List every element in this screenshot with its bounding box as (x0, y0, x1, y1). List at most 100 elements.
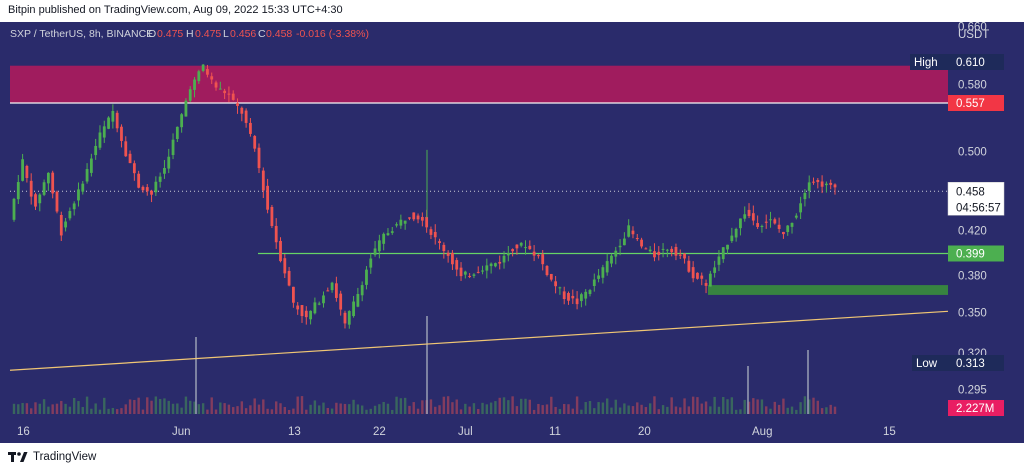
volume-spike-bar (426, 316, 428, 414)
candle-up (592, 279, 596, 287)
volume-bar (756, 399, 759, 414)
candle-down (420, 216, 424, 221)
candle-down (756, 223, 760, 227)
volume-bar (558, 409, 562, 414)
candle-up (760, 225, 764, 227)
candle-up (42, 182, 46, 195)
candle-down (283, 258, 287, 274)
bar-countdown: 04:56:57 (956, 202, 1001, 214)
candle-down (141, 186, 145, 191)
volume-bar (502, 397, 506, 414)
candle-up (726, 244, 729, 250)
candle-down (704, 283, 708, 286)
candle-down (683, 253, 686, 259)
candle-down (511, 249, 515, 252)
candle-down (214, 82, 218, 88)
volume-bar (700, 403, 703, 414)
candle-down (408, 217, 411, 219)
candle-up (347, 311, 351, 325)
candle-down (279, 240, 282, 262)
volume-bar (627, 405, 630, 414)
volume-bar (77, 401, 80, 414)
candle-up (717, 256, 721, 265)
candle-up (627, 225, 631, 237)
candle-down (678, 254, 682, 256)
candle-up (386, 233, 390, 236)
volume-bar (236, 406, 239, 414)
candle-up (648, 249, 652, 252)
candle-up (601, 267, 605, 278)
candle-up (85, 169, 89, 182)
volume-bar (773, 401, 777, 414)
volume-bar (348, 404, 351, 414)
candle-down (145, 187, 149, 192)
volume-bar (64, 403, 67, 414)
candle-down (236, 103, 239, 106)
candle-down (240, 107, 244, 114)
candle-up (494, 263, 497, 267)
candle-down (132, 163, 136, 174)
candle-down (124, 141, 128, 157)
candle-up (377, 240, 381, 252)
candle-up (72, 203, 76, 210)
candle-down (210, 76, 214, 80)
candle-down (833, 184, 837, 188)
volume-bar (223, 403, 226, 414)
candle-down (498, 261, 502, 264)
volume-bar (468, 406, 471, 414)
volume-bar (623, 403, 626, 414)
volume-bar (739, 409, 742, 414)
candle-up (794, 215, 798, 218)
volume-bar (790, 406, 794, 414)
volume-bar (326, 407, 329, 414)
candle-up (64, 221, 67, 228)
volume-bar (593, 408, 596, 414)
volume-spike-bar (807, 350, 809, 414)
volume-bar (107, 408, 110, 414)
volume-bar (833, 406, 837, 414)
volume-bar (666, 406, 669, 414)
candle-down (541, 254, 545, 265)
candle-up (481, 270, 484, 272)
candle-down (451, 252, 454, 265)
volume-bar (605, 398, 609, 414)
candle-down (442, 244, 446, 252)
volume-bar (253, 398, 256, 414)
candle-up (317, 303, 321, 305)
volume-bar (38, 403, 41, 414)
legend-open-label: O (148, 28, 156, 40)
price-chart[interactable]: 0.6600.5800.5000.4200.3800.3500.3200.295… (0, 22, 1024, 443)
volume-bar (210, 397, 213, 414)
candle-up (197, 71, 201, 82)
volume-bar (765, 406, 768, 414)
volume-bar (575, 396, 579, 414)
candle-down (751, 213, 755, 221)
candle-down (55, 191, 59, 212)
candle-down (326, 290, 330, 292)
candle-up (107, 117, 110, 129)
x-axis-tick: 13 (288, 426, 301, 438)
volume-bar (567, 404, 570, 414)
volume-bar (141, 409, 145, 414)
volume-bar (545, 404, 549, 414)
candle-up (622, 238, 626, 246)
volume-bar (464, 403, 467, 414)
y-axis-tick: 0.500 (958, 147, 987, 159)
candle-up (94, 145, 98, 156)
candle-down (412, 212, 416, 220)
candle-down (253, 136, 257, 149)
volume-bar (90, 408, 93, 414)
candle-up (89, 158, 93, 173)
volume-bar (489, 402, 493, 414)
low-price-badge: 0.313 (956, 358, 985, 370)
volume-bar (68, 406, 72, 414)
tradingview-logo[interactable]: TradingView (8, 451, 96, 463)
volume-bar (51, 404, 54, 414)
volume-bar (580, 409, 583, 414)
last-price-badge: 0.458 (956, 186, 985, 198)
high-price-badge: 0.610 (956, 57, 985, 69)
candle-down (537, 255, 540, 257)
volume-bar (111, 407, 115, 414)
candle-up (485, 265, 489, 271)
volume-bar (21, 403, 24, 414)
